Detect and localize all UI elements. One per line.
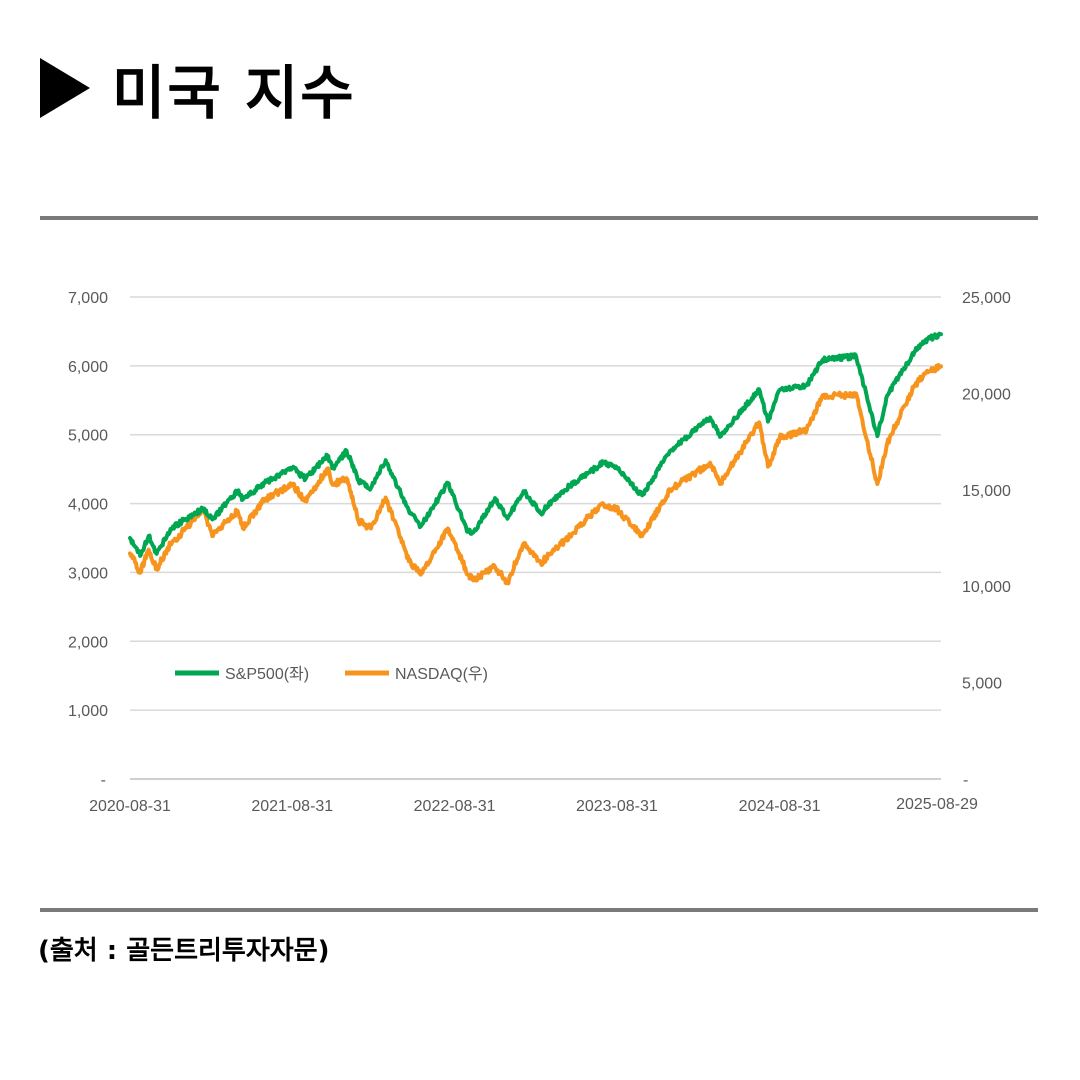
legend-label: S&P500(좌) <box>225 665 309 683</box>
y-left-tick-label: - <box>101 772 106 789</box>
y-left-tick-label: 3,000 <box>68 565 108 582</box>
series-line <box>128 331 943 558</box>
play-triangle-icon <box>40 58 90 118</box>
page-title-text: 미국 지수 <box>112 59 356 127</box>
x-tick-label: 2024-08-31 <box>739 798 821 815</box>
y-right-tick-label: 15,000 <box>962 483 1011 500</box>
y-left-tick-label: 1,000 <box>68 703 108 720</box>
x-tick-label: 2022-08-31 <box>414 798 496 815</box>
x-tick-label: 2021-08-31 <box>251 798 333 815</box>
y-left-tick-label: 2,000 <box>68 634 108 651</box>
legend-label: NASDAQ(우) <box>395 666 488 683</box>
x-tick-label: 2025-08-29 <box>896 796 978 813</box>
y-right-tick-label: 5,000 <box>962 676 1002 693</box>
y-right-tick-label: 25,000 <box>962 290 1011 307</box>
series-line <box>128 363 943 586</box>
page-title: 미국 지수 <box>40 48 356 128</box>
source-caption: (출처 : 골든트리투자자문) <box>38 936 330 966</box>
y-left-tick-label: 5,000 <box>68 428 108 445</box>
x-tick-label: 2020-08-31 <box>89 798 171 815</box>
y-left-tick-label: 4,000 <box>68 497 108 514</box>
y-right-tick-label: 20,000 <box>962 386 1011 403</box>
x-tick-label: 2023-08-31 <box>576 798 658 815</box>
top-divider <box>40 216 1038 220</box>
y-left-tick-label: 7,000 <box>68 290 108 307</box>
line-chart: - 1,000 2,000 3,000 4,000 5,000 6,000 7,000 - 5,0… <box>68 290 1011 815</box>
bottom-divider <box>40 908 1038 912</box>
y-left-tick-label: 6,000 <box>68 359 108 376</box>
y-right-tick-label: - <box>963 772 968 789</box>
y-right-tick-label: 10,000 <box>962 579 1011 596</box>
